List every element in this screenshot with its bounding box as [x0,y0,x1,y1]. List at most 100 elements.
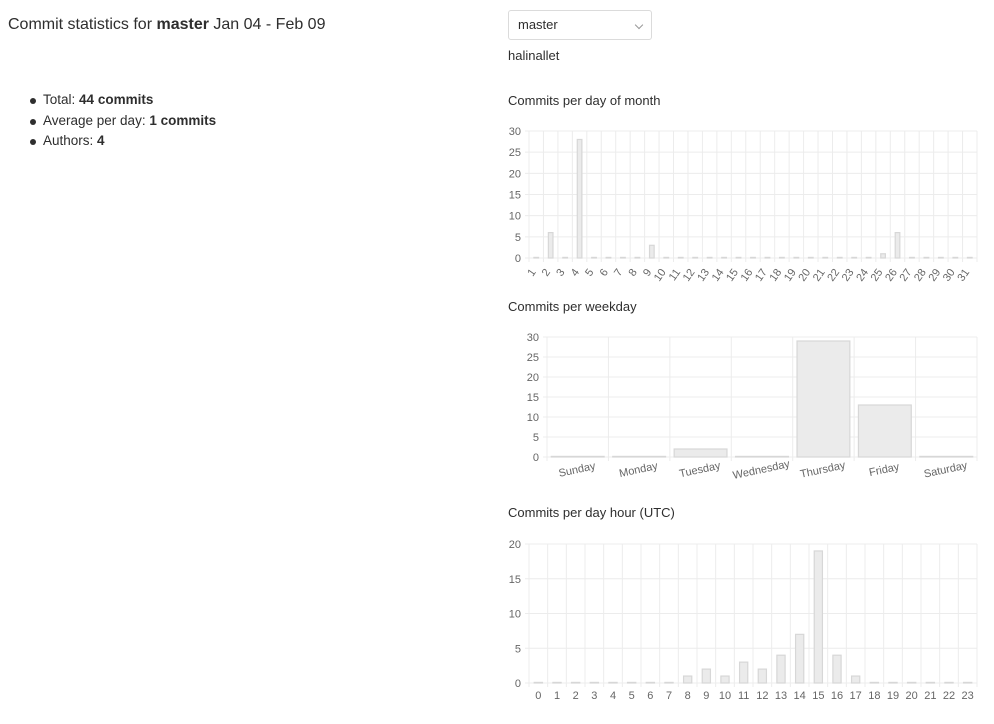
x-tick-label: 18 [868,690,880,702]
bar-24 [865,256,872,259]
y-tick-label: 25 [527,352,539,364]
x-tick-label: 23 [840,267,857,284]
bar-10 [663,256,670,259]
chevron-down-icon [634,20,644,30]
x-tick-label: 12 [756,690,768,702]
bar-9 [648,244,655,259]
y-tick-label: 0 [533,452,539,464]
x-tick-label: 10 [652,267,669,284]
bar-23 [851,256,858,259]
stat-authors: Authors: 4 [26,131,216,152]
stat-total-value: 44 commits [79,92,154,107]
bar-20 [807,256,814,259]
bar-saturday [919,455,974,458]
page-title: Commit statistics for master Jan 04 - Fe… [8,16,325,34]
bar-13 [706,256,713,259]
title-date-range: Jan 04 - Feb 09 [213,16,326,33]
x-tick-label: 5 [583,267,596,279]
bar-1 [533,256,540,259]
x-tick-label: 29 [926,267,943,284]
bar-12 [692,256,699,259]
x-tick-label: 5 [629,690,635,702]
x-tick-label: 8 [685,690,691,702]
bar-3 [562,256,569,259]
x-tick-label: Sunday [558,460,597,480]
bar-21 [822,256,829,259]
bar-thursday [796,340,851,458]
bar-2 [547,231,554,259]
x-tick-label: 3 [554,267,567,279]
x-tick-label: Tuesday [678,460,722,481]
bar-tuesday [673,448,728,458]
x-tick-label: 4 [610,690,616,702]
chart-title-day-hour: Commits per day hour (UTC) [508,505,675,520]
x-tick-label: 25 [869,267,886,284]
stat-authors-value: 4 [97,133,105,149]
x-tick-label: 15 [724,267,741,284]
bar-11 [738,661,749,684]
x-tick-label: 16 [739,267,756,284]
bar-monday [612,455,667,458]
bar-wednesday [734,455,790,458]
x-tick-label: 1 [554,690,560,702]
x-tick-label: 23 [962,690,974,702]
repo-owner: halinallet [508,48,560,63]
bar-12 [757,668,768,684]
bar-6 [645,681,656,684]
x-tick-label: 21 [811,267,828,284]
y-tick-label: 5 [515,643,521,655]
bar-4 [608,681,618,684]
bar-11 [677,256,684,259]
x-tick-label: 13 [775,690,787,702]
bar-5 [591,256,597,259]
x-tick-label: 13 [695,267,712,284]
bar-16 [832,654,842,684]
y-tick-label: 0 [515,678,521,690]
bar-25 [880,253,886,259]
bar-14 [721,256,728,259]
x-tick-label: 22 [943,690,955,702]
x-tick-label: 21 [924,690,936,702]
bar-14 [794,633,805,684]
y-tick-label: 15 [527,392,539,404]
bar-18 [778,256,785,259]
bar-sunday [550,455,605,458]
x-tick-label: Thursday [799,459,847,480]
y-tick-label: 30 [527,332,539,344]
branch-select[interactable]: master [508,10,652,40]
bar-31 [966,256,973,259]
x-tick-label: 11 [667,267,683,283]
y-tick-label: 10 [509,211,521,223]
stat-authors-label: Authors: [43,133,94,149]
title-branch: master [156,16,209,33]
bar-9 [701,668,712,684]
bar-7 [620,256,626,259]
x-tick-label: 27 [898,267,915,284]
x-tick-label: 9 [641,267,654,279]
x-tick-label: 4 [569,267,582,279]
commit-stats-list: Total: 44 commits Average per day: 1 com… [26,90,216,152]
x-tick-label: 8 [627,267,640,279]
bar-22 [836,256,843,259]
bar-3 [589,681,600,684]
x-tick-label: 7 [666,690,672,702]
x-tick-label: 6 [647,690,653,702]
x-tick-label: Wednesday [732,458,792,482]
x-tick-label: 17 [753,267,770,284]
y-tick-label: 5 [515,232,521,244]
x-tick-label: 6 [598,267,611,279]
bar-1 [552,681,562,684]
x-tick-label: 0 [535,690,541,702]
bar-6 [605,256,612,259]
bar-15 [813,550,824,684]
x-tick-label: Monday [618,460,659,480]
y-tick-label: 10 [509,609,521,621]
x-tick-label: 20 [796,267,813,284]
bar-5 [626,681,637,684]
bar-19 [793,256,800,259]
bar-22 [944,681,954,684]
bar-23 [962,681,973,684]
chart-title-day-of-month: Commits per day of month [508,93,661,108]
bar-21 [925,681,936,684]
branch-select-value: master [518,17,558,32]
